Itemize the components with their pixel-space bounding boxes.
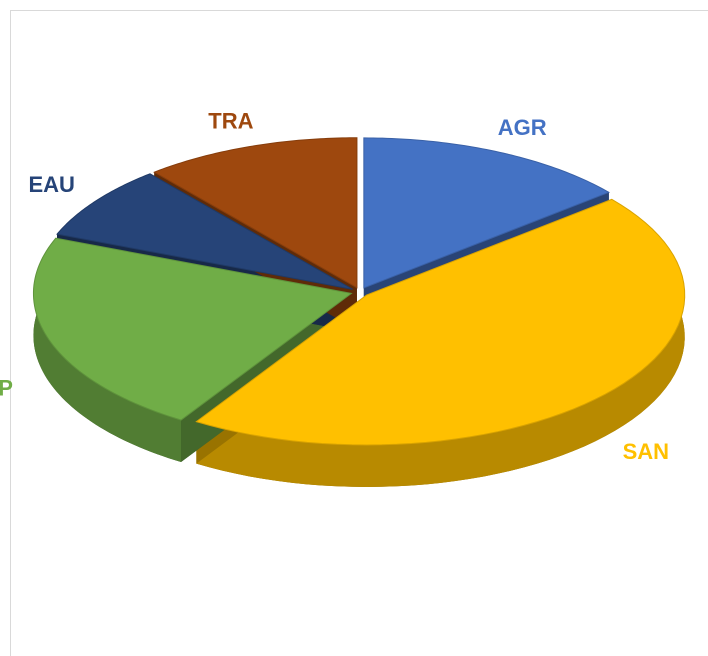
slice-tops xyxy=(32,137,686,446)
data-label: EAU xyxy=(28,172,74,197)
data-label: SAN xyxy=(623,439,669,464)
data-label: AP xyxy=(0,375,13,400)
slice xyxy=(56,173,353,290)
slice xyxy=(32,237,353,421)
data-label: TRA xyxy=(208,108,253,133)
slice xyxy=(153,137,358,289)
slice xyxy=(195,198,686,446)
slice-wall xyxy=(196,199,685,487)
data-label: AGR xyxy=(498,115,547,140)
slice xyxy=(363,137,611,289)
